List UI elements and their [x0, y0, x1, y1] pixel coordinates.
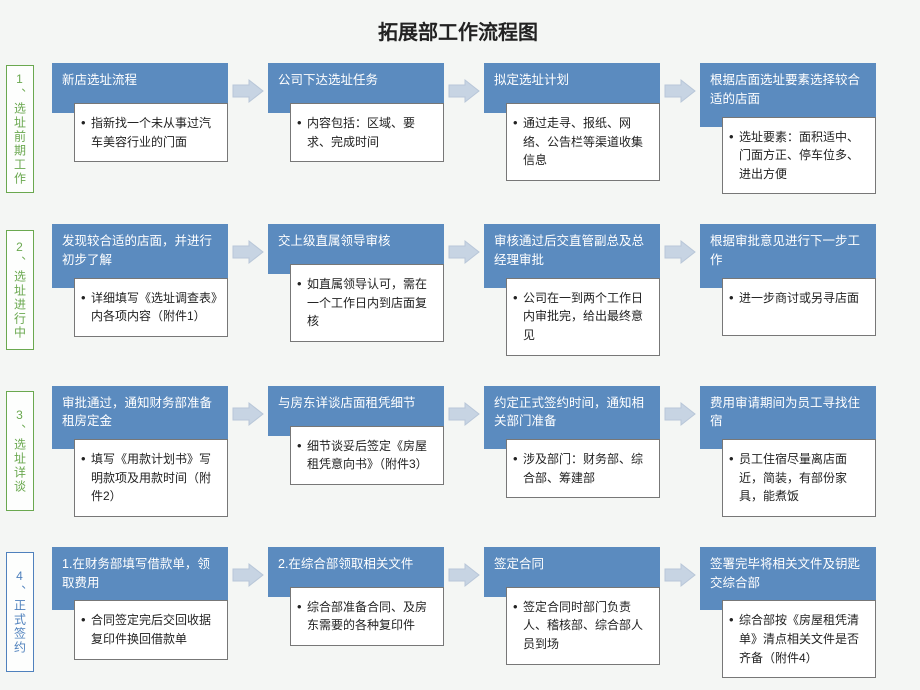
flow-step: 与房东详谈店面租凭细节 细节谈妥后签定《房屋租凭意向书》（附件3） — [268, 386, 444, 485]
flow-row: 3、选址详谈 审批通过，通知财务部准备租房定金 填写《用款计划书》写明款项及用款… — [6, 386, 910, 517]
arrow-icon — [444, 63, 484, 104]
flow-step: 签署完毕将相关文件及钥匙交综合部 综合部按《房屋租凭清单》清点相关文件是否齐备（… — [700, 547, 876, 678]
flow-step: 审核通过后交直管副总及总经理审批 公司在一到两个工作日内审批完，给出最终意见 — [484, 224, 660, 355]
step-body: 内容包括：区域、要求、完成时间 — [290, 103, 444, 162]
step-body: 进一步商讨或另寻店面 — [722, 278, 876, 336]
steps-container: 发现较合适的店面，并进行初步了解 详细填写《选址调查表》内各项内容（附件1） 交… — [52, 224, 910, 355]
steps-container: 审批通过，通知财务部准备租房定金 填写《用款计划书》写明款项及用款时间（附件2）… — [52, 386, 910, 517]
phase-label: 3、选址详谈 — [6, 391, 34, 511]
arrow-icon — [660, 547, 700, 588]
phase-label: 1、选址前期工作 — [6, 65, 34, 193]
step-body: 选址要素：面积适中、门面方正、停车位多、进出方便 — [722, 117, 876, 195]
flow-step: 约定正式签约时间，通知相关部门准备 涉及部门：财务部、综合部、筹建部 — [484, 386, 660, 499]
step-body: 涉及部门：财务部、综合部、筹建部 — [506, 439, 660, 498]
step-body: 填写《用款计划书》写明款项及用款时间（附件2） — [74, 439, 228, 517]
step-body: 综合部准备合同、及房东需要的各种复印件 — [290, 587, 444, 646]
steps-container: 1.在财务部填写借款单，领取费用 合同签定完后交回收据复印件换回借款单 2.在综… — [52, 547, 910, 678]
arrow-icon — [660, 224, 700, 265]
flowchart: 1、选址前期工作 新店选址流程 指新找一个未从事过汽车美容行业的门面 公司下达选… — [6, 63, 910, 678]
arrow-icon — [228, 386, 268, 427]
flow-step: 根据店面选址要素选择较合适的店面 选址要素：面积适中、门面方正、停车位多、进出方… — [700, 63, 876, 194]
step-body: 细节谈妥后签定《房屋租凭意向书》（附件3） — [290, 426, 444, 485]
arrow-icon — [228, 224, 268, 265]
arrow-icon — [444, 547, 484, 588]
flow-step: 公司下达选址任务 内容包括：区域、要求、完成时间 — [268, 63, 444, 162]
step-body: 通过走寻、报纸、网络、公告栏等渠道收集信息 — [506, 103, 660, 181]
arrow-icon — [444, 386, 484, 427]
flow-step: 费用审请期间为员工寻找住宿 员工住宿尽量离店面近，简装，有部份家具，能煮饭 — [700, 386, 876, 517]
flow-row: 2、选址进行中 发现较合适的店面，并进行初步了解 详细填写《选址调查表》内各项内… — [6, 224, 910, 355]
step-body: 签定合同时部门负责人、稽核部、综合部人员到场 — [506, 587, 660, 665]
flow-step: 1.在财务部填写借款单，领取费用 合同签定完后交回收据复印件换回借款单 — [52, 547, 228, 660]
flow-row: 1、选址前期工作 新店选址流程 指新找一个未从事过汽车美容行业的门面 公司下达选… — [6, 63, 910, 194]
arrow-icon — [228, 63, 268, 104]
flow-step: 交上级直属领导审核 如直属领导认可，需在一个工作日内到店面复核 — [268, 224, 444, 342]
arrow-icon — [660, 386, 700, 427]
flow-step: 根据审批意见进行下一步工作 进一步商讨或另寻店面 — [700, 224, 876, 336]
step-body: 如直属领导认可，需在一个工作日内到店面复核 — [290, 264, 444, 342]
step-body: 员工住宿尽量离店面近，简装，有部份家具，能煮饭 — [722, 439, 876, 517]
flow-row: 4、正式签约 1.在财务部填写借款单，领取费用 合同签定完后交回收据复印件换回借… — [6, 547, 910, 678]
step-body: 详细填写《选址调查表》内各项内容（附件1） — [74, 278, 228, 337]
flow-step: 签定合同 签定合同时部门负责人、稽核部、综合部人员到场 — [484, 547, 660, 665]
flow-step: 2.在综合部领取相关文件 综合部准备合同、及房东需要的各种复印件 — [268, 547, 444, 646]
flow-step: 审批通过，通知财务部准备租房定金 填写《用款计划书》写明款项及用款时间（附件2） — [52, 386, 228, 517]
arrow-icon — [660, 63, 700, 104]
step-body: 指新找一个未从事过汽车美容行业的门面 — [74, 103, 228, 162]
flow-step: 新店选址流程 指新找一个未从事过汽车美容行业的门面 — [52, 63, 228, 162]
phase-label: 2、选址进行中 — [6, 230, 34, 350]
flow-step: 发现较合适的店面，并进行初步了解 详细填写《选址调查表》内各项内容（附件1） — [52, 224, 228, 337]
flow-step: 拟定选址计划 通过走寻、报纸、网络、公告栏等渠道收集信息 — [484, 63, 660, 181]
step-body: 公司在一到两个工作日内审批完，给出最终意见 — [506, 278, 660, 356]
step-body: 综合部按《房屋租凭清单》清点相关文件是否齐备（附件4） — [722, 600, 876, 678]
arrow-icon — [228, 547, 268, 588]
step-body: 合同签定完后交回收据复印件换回借款单 — [74, 600, 228, 659]
steps-container: 新店选址流程 指新找一个未从事过汽车美容行业的门面 公司下达选址任务 内容包括：… — [52, 63, 910, 194]
arrow-icon — [444, 224, 484, 265]
page-title: 拓展部工作流程图 — [6, 16, 910, 45]
phase-label: 4、正式签约 — [6, 552, 34, 672]
